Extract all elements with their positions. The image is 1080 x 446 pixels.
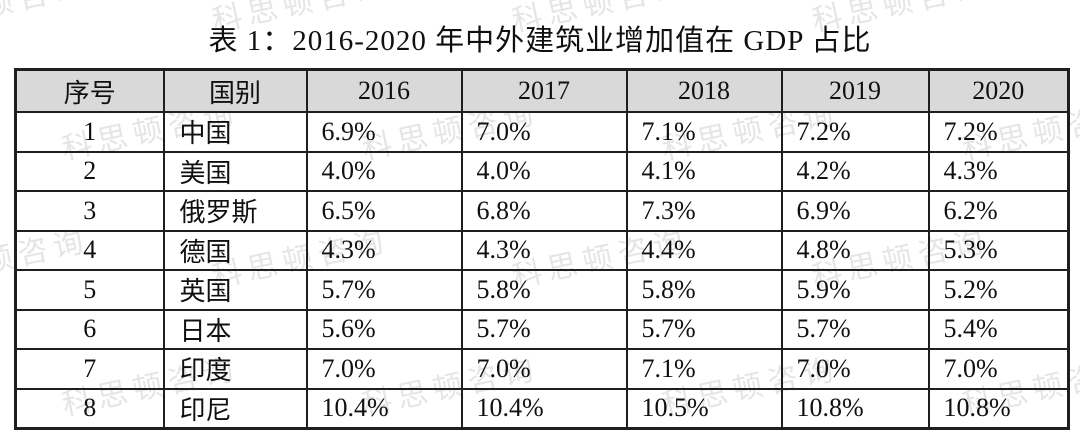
value-2019: 5.9% [780, 269, 930, 311]
value-2020: 4.3% [927, 150, 1070, 192]
row-index: 5 [14, 269, 165, 311]
table-title: 表 1：2016-2020 年中外建筑业增加值在 GDP 占比 [208, 25, 872, 57]
value-2017: 10.4% [460, 387, 628, 430]
table-row: 1 中国 6.9% 7.0% 7.1% 7.2% 7.2% [14, 111, 1070, 153]
row-index: 4 [14, 229, 165, 271]
country-name: 美国 [162, 150, 308, 192]
value-2019: 4.2% [780, 150, 930, 192]
value-2016: 5.6% [305, 308, 463, 350]
value-2018: 7.1% [625, 348, 783, 390]
value-2020: 5.2% [927, 269, 1070, 311]
value-2019: 7.2% [780, 111, 930, 153]
table-row: 5 英国 5.7% 5.8% 5.8% 5.9% 5.2% [14, 269, 1070, 311]
table-row: 3 俄罗斯 6.5% 6.8% 7.3% 6.9% 6.2% [14, 190, 1070, 232]
value-2019: 6.9% [780, 190, 930, 232]
col-header-2016: 2016 [305, 68, 463, 113]
table-row: 6 日本 5.6% 5.7% 5.7% 5.7% 5.4% [14, 308, 1070, 350]
col-header-2017: 2017 [460, 68, 628, 113]
value-2017: 7.0% [460, 348, 628, 390]
value-2017: 5.8% [460, 269, 628, 311]
col-header-index: 序号 [14, 68, 165, 113]
value-2020: 5.3% [927, 229, 1070, 271]
row-index: 8 [14, 387, 165, 430]
value-2016: 5.7% [305, 269, 463, 311]
row-index: 3 [14, 190, 165, 232]
value-2020: 5.4% [927, 308, 1070, 350]
value-2016: 6.5% [305, 190, 463, 232]
country-name: 日本 [162, 308, 308, 350]
country-name: 印尼 [162, 387, 308, 430]
value-2019: 4.8% [780, 229, 930, 271]
value-2018: 5.8% [625, 269, 783, 311]
table-row: 2 美国 4.0% 4.0% 4.1% 4.2% 4.3% [14, 150, 1070, 192]
value-2016: 4.0% [305, 150, 463, 192]
value-2018: 5.7% [625, 308, 783, 350]
value-2018: 10.5% [625, 387, 783, 430]
col-header-country: 国别 [162, 68, 308, 113]
col-header-2019: 2019 [780, 68, 930, 113]
value-2020: 7.2% [927, 111, 1070, 153]
value-2016: 6.9% [305, 111, 463, 153]
country-name: 俄罗斯 [162, 190, 308, 232]
value-2019: 7.0% [780, 348, 930, 390]
value-2017: 4.0% [460, 150, 628, 192]
row-index: 1 [14, 111, 165, 153]
value-2016: 10.4% [305, 387, 463, 430]
value-2020: 6.2% [927, 190, 1070, 232]
country-name: 印度 [162, 348, 308, 390]
row-index: 6 [14, 308, 165, 350]
table-row: 4 德国 4.3% 4.3% 4.4% 4.8% 5.3% [14, 229, 1070, 271]
header-row: 序号 国别 2016 2017 2018 2019 2020 [14, 68, 1070, 113]
row-index: 2 [14, 150, 165, 192]
value-2018: 7.1% [625, 111, 783, 153]
value-2019: 10.8% [780, 387, 930, 430]
gdp-share-table: 序号 国别 2016 2017 2018 2019 2020 1 中国 6.9%… [14, 68, 1070, 430]
country-name: 英国 [162, 269, 308, 311]
country-name: 中国 [162, 111, 308, 153]
value-2018: 4.1% [625, 150, 783, 192]
value-2018: 7.3% [625, 190, 783, 232]
col-header-2020: 2020 [927, 68, 1070, 113]
value-2017: 7.0% [460, 111, 628, 153]
value-2017: 5.7% [460, 308, 628, 350]
value-2017: 4.3% [460, 229, 628, 271]
country-name: 德国 [162, 229, 308, 271]
table-row: 7 印度 7.0% 7.0% 7.1% 7.0% 7.0% [14, 348, 1070, 390]
row-index: 7 [14, 348, 165, 390]
value-2018: 4.4% [625, 229, 783, 271]
value-2017: 6.8% [460, 190, 628, 232]
value-2020: 7.0% [927, 348, 1070, 390]
value-2019: 5.7% [780, 308, 930, 350]
col-header-2018: 2018 [625, 68, 783, 113]
value-2016: 7.0% [305, 348, 463, 390]
value-2020: 10.8% [927, 387, 1070, 430]
value-2016: 4.3% [305, 229, 463, 271]
table-row: 8 印尼 10.4% 10.4% 10.5% 10.8% 10.8% [14, 387, 1070, 430]
